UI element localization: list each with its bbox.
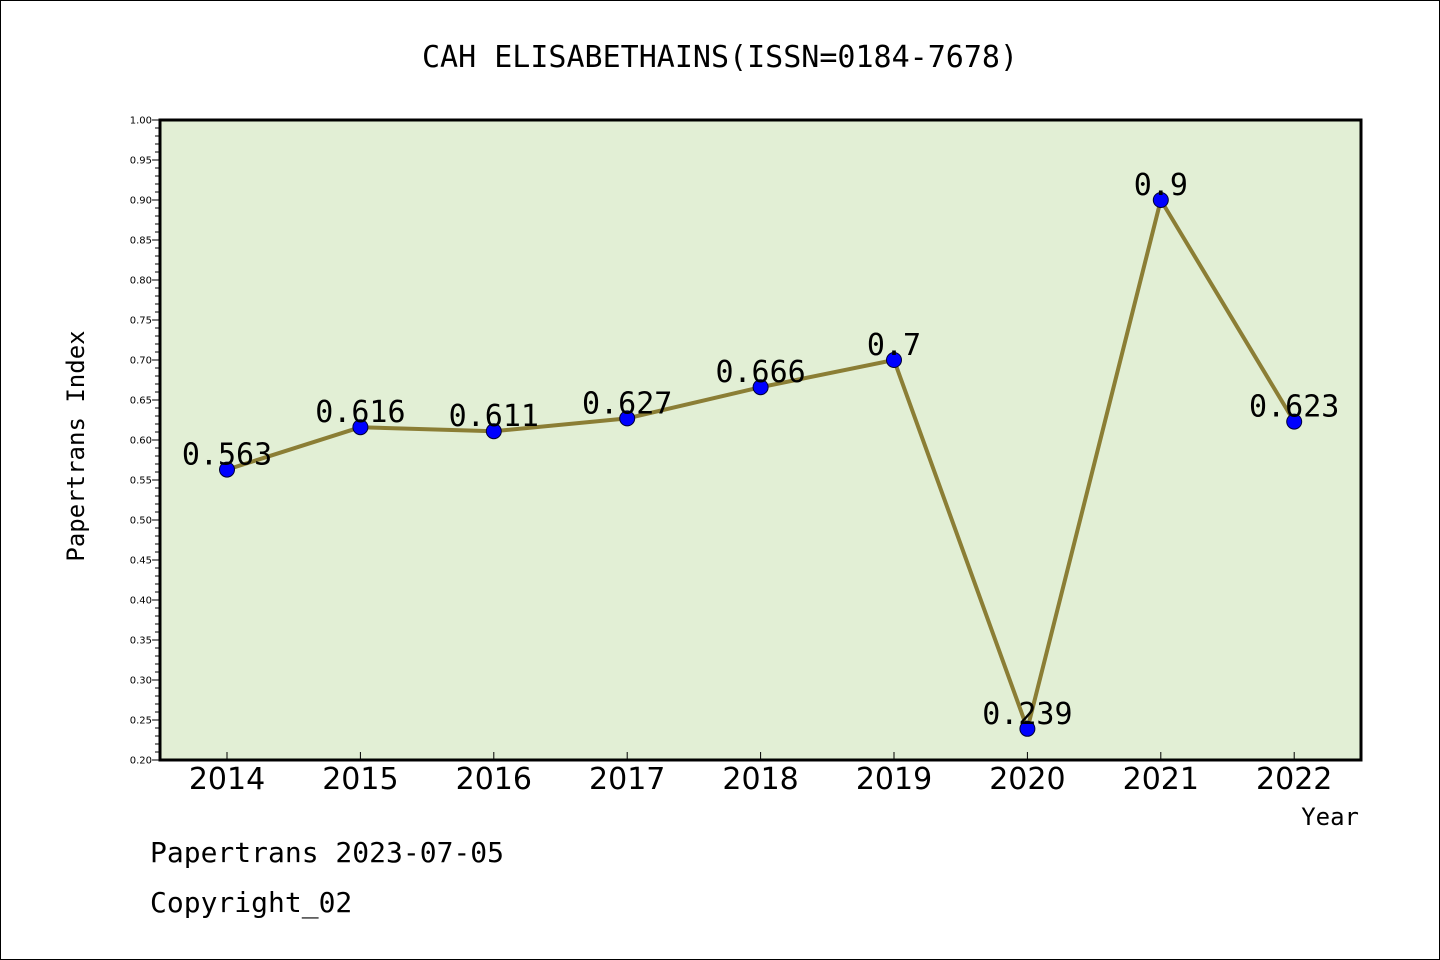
y-tick-label: 0.20 xyxy=(130,756,152,767)
data-point xyxy=(886,352,902,368)
data-point xyxy=(1152,192,1169,208)
y-tick-label: 0.25 xyxy=(130,716,152,727)
data-point xyxy=(352,419,369,436)
chart-title: CAH ELISABETHAINS(ISSN=0184-7678) xyxy=(422,40,1018,75)
y-tick-label: 0.35 xyxy=(130,636,152,647)
y-tick-label: 0.75 xyxy=(130,316,152,327)
x-tick-label: 2022 xyxy=(1256,762,1332,797)
x-tick-label: 2015 xyxy=(322,762,398,797)
x-tick-label: 2014 xyxy=(189,762,265,797)
x-axis-label: Year xyxy=(1301,803,1359,831)
x-tick-label: 2020 xyxy=(989,762,1065,797)
series-markers xyxy=(219,192,1303,737)
data-point xyxy=(752,379,769,396)
x-tick-label: 2017 xyxy=(589,762,665,797)
data-point xyxy=(1286,413,1303,430)
y-tick-label: 0.30 xyxy=(130,676,152,687)
y-axis: 0.20 0.25 0.30 0.35 0.40 0.45 0.50 0.55 0.60 0.65… xyxy=(130,116,160,767)
x-tick-label: 2016 xyxy=(456,762,532,797)
data-label: 0.563 xyxy=(182,438,272,473)
y-tick-label: 0.70 xyxy=(130,356,152,367)
y-tick-label: 0.55 xyxy=(130,476,152,487)
x-tick-label: 2019 xyxy=(856,762,932,797)
y-tick-label: 0.95 xyxy=(130,156,152,167)
x-tick-label: 2021 xyxy=(1123,762,1199,797)
y-tick-label: 0.60 xyxy=(130,436,152,447)
data-point xyxy=(619,410,636,427)
y-tick-label: 0.65 xyxy=(130,396,152,407)
data-label: 0.666 xyxy=(715,355,805,390)
y-tick-label: 0.85 xyxy=(130,236,152,247)
y-tick-label: 0.50 xyxy=(130,516,152,527)
footer-copyright: Copyright_02 xyxy=(150,886,353,919)
data-label: 0.616 xyxy=(315,395,405,430)
data-labels: 0.563 0.616 0.611 0.627 0.666 0.7 0.239 0.9 0.62… xyxy=(182,168,1340,732)
data-label: 0.9 xyxy=(1134,168,1188,203)
y-tick-label: 0.80 xyxy=(130,276,152,287)
y-tick-label: 0.90 xyxy=(130,196,152,207)
y-tick-label: 1.00 xyxy=(130,116,152,127)
data-label: 0.239 xyxy=(982,697,1072,732)
footer-date: Papertrans 2023-07-05 xyxy=(150,836,505,869)
data-label: 0.627 xyxy=(582,386,672,421)
y-tick-label: 0.40 xyxy=(130,596,152,607)
data-point xyxy=(219,461,235,478)
y-axis-label: Papertrans Index xyxy=(62,330,90,561)
y-tick-label: 0.45 xyxy=(130,556,152,567)
x-tick-label: 2018 xyxy=(722,762,798,797)
plot-area xyxy=(158,118,1363,762)
data-point xyxy=(1019,720,1036,737)
data-label: 0.611 xyxy=(449,399,539,434)
data-point xyxy=(485,423,502,440)
x-axis: 2014 2015 2016 2017 2018 2019 2020 2021 2022 xyxy=(189,752,1332,797)
data-label: 0.7 xyxy=(867,328,921,363)
data-label: 0.623 xyxy=(1249,390,1339,425)
